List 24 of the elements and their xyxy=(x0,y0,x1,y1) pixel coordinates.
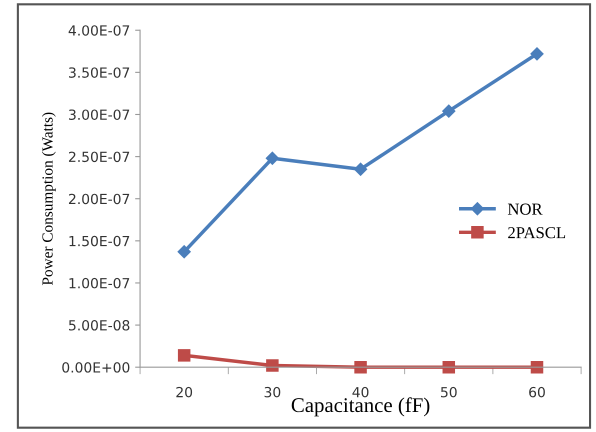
x-axis-title: Capacitance (fF) xyxy=(292,397,430,416)
point xyxy=(442,104,456,118)
y-tick-label: 0.00E+00 xyxy=(62,362,130,373)
y-tick-label: 1.50E-07 xyxy=(69,236,130,246)
x-tick-label: 30 xyxy=(264,386,280,398)
y-tick-label: 5.00E-08 xyxy=(69,320,130,331)
y-axis-title: Power Consumption (Watts) xyxy=(42,112,56,286)
x-tick-label: 60 xyxy=(529,386,545,398)
y-tick-label: 3.00E-07 xyxy=(69,109,130,120)
x-tick-label: 20 xyxy=(176,386,192,398)
x-tick-label: 40 xyxy=(352,386,368,398)
y-tick-label: 2.00E-07 xyxy=(68,194,130,204)
point xyxy=(354,162,368,176)
point xyxy=(178,349,190,362)
y-tick-label: 4.00E-07 xyxy=(68,25,130,36)
point xyxy=(178,245,191,258)
point xyxy=(530,47,544,60)
legend-label: NOR xyxy=(508,204,543,215)
y-tick-label: 2.50E-07 xyxy=(68,152,130,162)
y-tick-label: 3.50E-07 xyxy=(69,67,130,78)
legend-label: 2PASCL xyxy=(508,227,566,238)
y-tick-label: 1.00E-07 xyxy=(69,278,130,288)
x-tick-label: 50 xyxy=(441,386,457,398)
point xyxy=(266,152,279,165)
